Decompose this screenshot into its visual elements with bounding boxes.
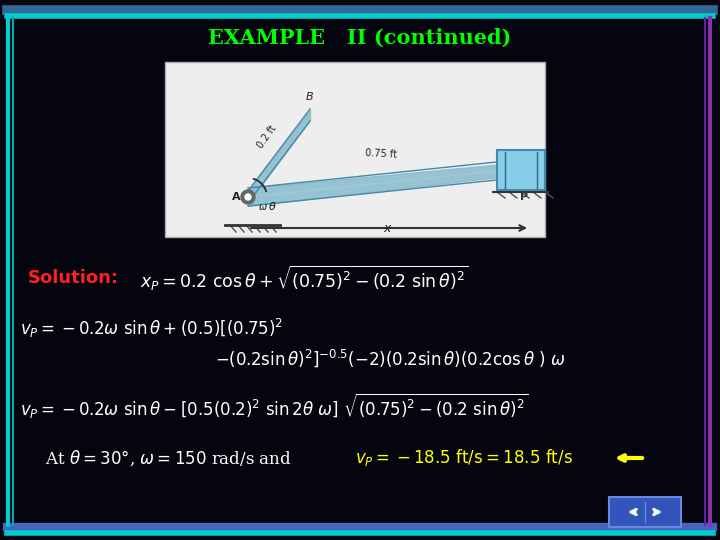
Text: $x_P = 0.2\ \cos\theta + \sqrt{(0.75)^2 - (0.2\ \sin\theta)^2}$: $x_P = 0.2\ \cos\theta + \sqrt{(0.75)^2 …: [140, 264, 469, 293]
Text: $- (0.2\sin\theta)^2]^{-0.5}(-2)(0.2\sin\theta)(0.2\cos\theta\ )\ \omega$: $- (0.2\sin\theta)^2]^{-0.5}(-2)(0.2\sin…: [215, 347, 566, 369]
Text: P: P: [520, 192, 528, 202]
Text: $v_P = -18.5\ \mathrm{ft/s} = 18.5\ \mathrm{ft/s}$: $v_P = -18.5\ \mathrm{ft/s} = 18.5\ \mat…: [355, 448, 573, 469]
Text: A: A: [232, 192, 240, 202]
Text: EXAMPLE   II (continued): EXAMPLE II (continued): [208, 28, 512, 48]
FancyBboxPatch shape: [165, 62, 545, 237]
Text: $\theta$: $\theta$: [268, 200, 276, 212]
Text: 0.75 ft: 0.75 ft: [365, 148, 397, 160]
Circle shape: [245, 194, 251, 200]
Text: $v_P = -0.2\omega\ \sin\theta + (0.5)[(0.75)^2$: $v_P = -0.2\omega\ \sin\theta + (0.5)[(0…: [20, 316, 283, 340]
Text: $B$: $B$: [305, 90, 314, 102]
Text: At $\theta = 30°$, $\omega = 150$ rad/s and: At $\theta = 30°$, $\omega = 150$ rad/s …: [45, 448, 292, 468]
Text: 0.2 ft: 0.2 ft: [255, 123, 278, 150]
Text: $v_P = -0.2\omega\ \sin\theta - [0.5(0.2)^2\ \sin2\theta\ \omega]\ \sqrt{(0.75)^: $v_P = -0.2\omega\ \sin\theta - [0.5(0.2…: [20, 390, 528, 420]
Circle shape: [241, 190, 255, 204]
FancyBboxPatch shape: [609, 497, 681, 527]
Text: $x$: $x$: [383, 222, 393, 235]
Text: Solution:: Solution:: [28, 269, 119, 287]
Text: $\omega$: $\omega$: [258, 202, 268, 212]
FancyBboxPatch shape: [497, 150, 545, 190]
